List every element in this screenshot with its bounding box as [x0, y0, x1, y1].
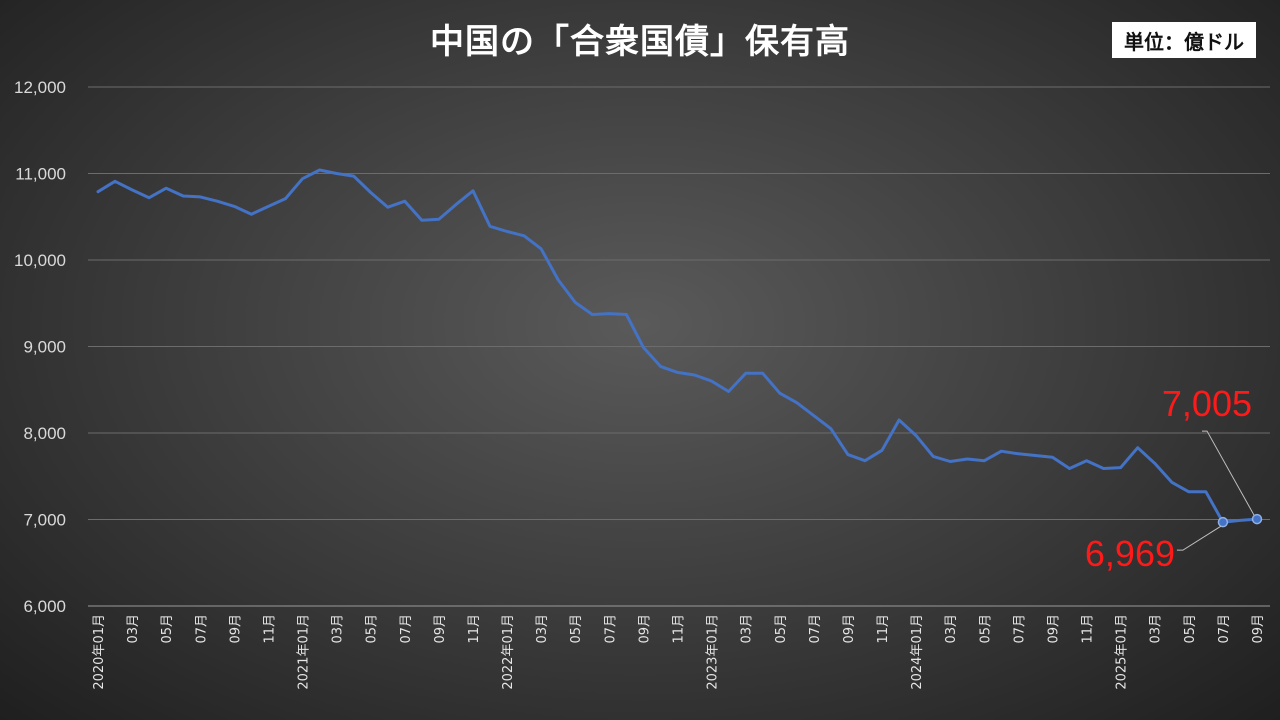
x-tick-label: 07月: [603, 614, 618, 644]
x-tick-label: 11月: [262, 614, 277, 644]
x-tick-label: 11月: [1081, 614, 1096, 644]
x-tick-label: 2025年01月: [1115, 614, 1130, 690]
x-tick-label: 05月: [569, 614, 584, 644]
x-tick-label: 11月: [876, 614, 891, 644]
x-tick-label: 2024年01月: [910, 614, 925, 690]
callout-label: 6,969: [1085, 533, 1175, 574]
x-tick-label: 05月: [1183, 614, 1198, 644]
x-tick-label: 11月: [672, 614, 687, 644]
x-tick-label: 05月: [774, 614, 789, 644]
x-tick-label: 09月: [433, 614, 448, 644]
x-tick-label: 03月: [1149, 614, 1164, 644]
y-tick-label: 6,000: [23, 597, 66, 616]
x-tick-label: 07月: [1012, 614, 1027, 644]
callout-label: 7,005: [1162, 383, 1252, 424]
y-tick-label: 9,000: [23, 338, 66, 357]
x-tick-label: 09月: [842, 614, 857, 644]
x-tick-label: 03月: [331, 614, 346, 644]
y-axis-ticks: 6,000 7,000 8,000 9,000 10,000 11,000 12,000: [14, 78, 66, 616]
x-tick-label: 09月: [1251, 614, 1266, 644]
y-tick-label: 11,000: [15, 165, 66, 184]
x-tick-label: 2023年01月: [706, 614, 721, 690]
x-tick-label: 03月: [740, 614, 755, 644]
y-tick-label: 10,000: [14, 251, 66, 270]
series-line: [96, 168, 1259, 524]
x-tick-label: 09月: [228, 614, 243, 644]
x-tick-label: 03月: [126, 614, 141, 644]
x-tick-label: 11月: [467, 614, 482, 644]
y-tick-label: 12,000: [14, 78, 66, 97]
x-tick-label: 2022年01月: [501, 614, 516, 690]
chart-title: 中国の「合衆国債」保有高: [430, 22, 850, 62]
x-tick-label: 07月: [808, 614, 823, 644]
data-point-marker: [1251, 513, 1263, 525]
x-tick-label: 05月: [365, 614, 380, 644]
callouts: 7,005 6,969: [1085, 383, 1255, 574]
x-tick-label: 05月: [160, 614, 175, 644]
x-tick-label: 07月: [194, 614, 209, 644]
x-tick-label: 07月: [1217, 614, 1232, 644]
unit-label: 単位：億ドル: [1112, 22, 1256, 58]
x-tick-label: 07月: [399, 614, 414, 644]
callout-leader: [1176, 525, 1222, 551]
x-tick-label: 09月: [1046, 614, 1061, 644]
x-tick-label: 05月: [978, 614, 993, 644]
callout-leader: [1202, 430, 1255, 516]
y-tick-label: 7,000: [23, 511, 66, 530]
grid-lines: [88, 86, 1270, 607]
x-tick-label: 2021年01月: [297, 614, 312, 690]
x-axis-ticks: 2020年01月 03月 05月 07月 09月 11月 2021年01月 03月 05月 07月…: [92, 614, 1266, 690]
x-tick-label: 09月: [637, 614, 652, 644]
y-tick-label: 8,000: [23, 424, 66, 443]
x-tick-label: 2020年01月: [92, 614, 107, 690]
x-tick-label: 03月: [944, 614, 959, 644]
data-point-marker: [1217, 516, 1229, 528]
series-markers: [1217, 513, 1263, 528]
x-tick-label: 03月: [535, 614, 550, 644]
